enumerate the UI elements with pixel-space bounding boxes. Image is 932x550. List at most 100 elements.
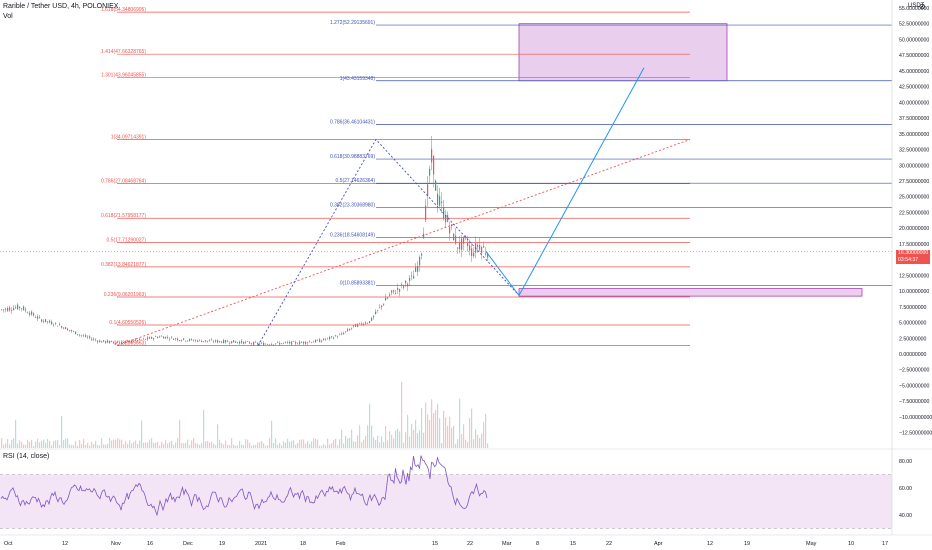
candle-body [75, 331, 77, 335]
candle-body [411, 275, 413, 277]
y-tick-label: 27.50000000 [899, 179, 929, 185]
volume-bar [339, 439, 341, 448]
volume-bar [261, 440, 263, 448]
candle-body [177, 338, 179, 341]
volume-bar [127, 443, 129, 448]
fib-ext-label: 1(43.43159348) [340, 76, 376, 82]
candle-body [11, 310, 13, 311]
volume-bar [99, 445, 101, 448]
candle-body [403, 285, 405, 288]
candle-body [65, 327, 67, 330]
candle-body [13, 308, 15, 311]
x-tick-label: 22 [606, 541, 612, 547]
volume-bar [179, 419, 181, 448]
candle-body [447, 214, 449, 222]
volume-bar [369, 403, 371, 448]
y-tick-label: 0.00000000 [899, 352, 927, 358]
candle-body [71, 330, 73, 332]
volume-bar [411, 424, 413, 448]
y-tick-label: −7.50000000 [899, 399, 930, 405]
candle-body [73, 331, 75, 332]
candle-body [9, 307, 11, 311]
volume-bar [481, 433, 483, 448]
candle-body [437, 193, 439, 205]
candle-body [93, 338, 95, 340]
candle-body [97, 340, 99, 342]
rsi-label: RSI (14, close) [3, 453, 50, 460]
volume-bar [39, 442, 41, 448]
candle-body [287, 342, 289, 343]
fib-ext-label: 1.272(52.29135691) [330, 20, 375, 26]
candle-body [117, 342, 119, 343]
candle-body [279, 342, 281, 345]
volume-bar [439, 418, 441, 448]
candle-body [387, 297, 389, 299]
candle-body [145, 338, 147, 340]
volume-bar [327, 438, 329, 448]
volume-bar [33, 445, 35, 448]
candle-body [481, 246, 483, 254]
volume-bar [317, 439, 319, 448]
candle-body [325, 339, 327, 340]
y-tick-label: 35.00000000 [899, 132, 929, 138]
candle-body [309, 341, 311, 343]
volume-bar [469, 418, 471, 448]
candle-body [181, 340, 183, 341]
candle-body [453, 233, 455, 241]
rsi-layer [0, 455, 892, 529]
candle-body [323, 338, 325, 341]
candle-body [379, 307, 381, 308]
candle-body [273, 344, 275, 346]
volume-label: Vol [3, 13, 13, 20]
candle-body [27, 312, 29, 314]
candle-body [393, 289, 395, 292]
volume-bar [475, 429, 477, 448]
candle-body [143, 338, 145, 340]
candle-body [361, 323, 363, 325]
volume-bar [155, 442, 157, 448]
x-tick-label: Apr [654, 541, 663, 547]
currency-label[interactable]: USDT [908, 3, 925, 9]
candle-body [187, 340, 189, 342]
volume-bar [13, 438, 15, 448]
candle-body [193, 340, 195, 342]
close-icon[interactable]: ⊘ [919, 2, 926, 11]
volume-bar [145, 442, 147, 448]
volume-bar [229, 445, 231, 448]
candle-body [429, 168, 431, 176]
volume-bar [413, 429, 415, 448]
candle-body [149, 337, 151, 339]
y-tick-label: 12.50000000 [899, 273, 929, 279]
volume-bar [183, 443, 185, 448]
x-tick-label: Mar [502, 541, 512, 547]
volume-bar [105, 444, 107, 448]
volume-bar [405, 432, 407, 448]
candle-body [463, 236, 465, 244]
volume-bar [117, 438, 119, 448]
candle-body [299, 341, 301, 344]
volume-bar [17, 443, 19, 448]
candle-body [289, 341, 291, 344]
volume-bar [77, 445, 79, 448]
y-tick-label: 25.00000000 [899, 195, 929, 201]
volume-bar [367, 425, 369, 448]
candle-body [257, 343, 259, 345]
volume-bar [157, 441, 159, 448]
candle-body [441, 201, 443, 203]
volume-bar [303, 439, 305, 448]
volume-bar [381, 436, 383, 448]
candle-body [21, 308, 23, 309]
volume-bar [89, 445, 91, 448]
candle-body [467, 242, 469, 247]
candle-body [281, 343, 283, 345]
price-tag-value: 16.30000000 [898, 250, 929, 256]
volume-bar [213, 443, 215, 448]
candle-body [141, 339, 143, 341]
fib-level-label: 0.236(9.06201963) [104, 292, 147, 298]
candle-body [455, 235, 457, 244]
volume-bar [409, 436, 411, 448]
volume-bar [445, 417, 447, 448]
candle-body [105, 341, 107, 343]
candle-body [99, 340, 101, 343]
